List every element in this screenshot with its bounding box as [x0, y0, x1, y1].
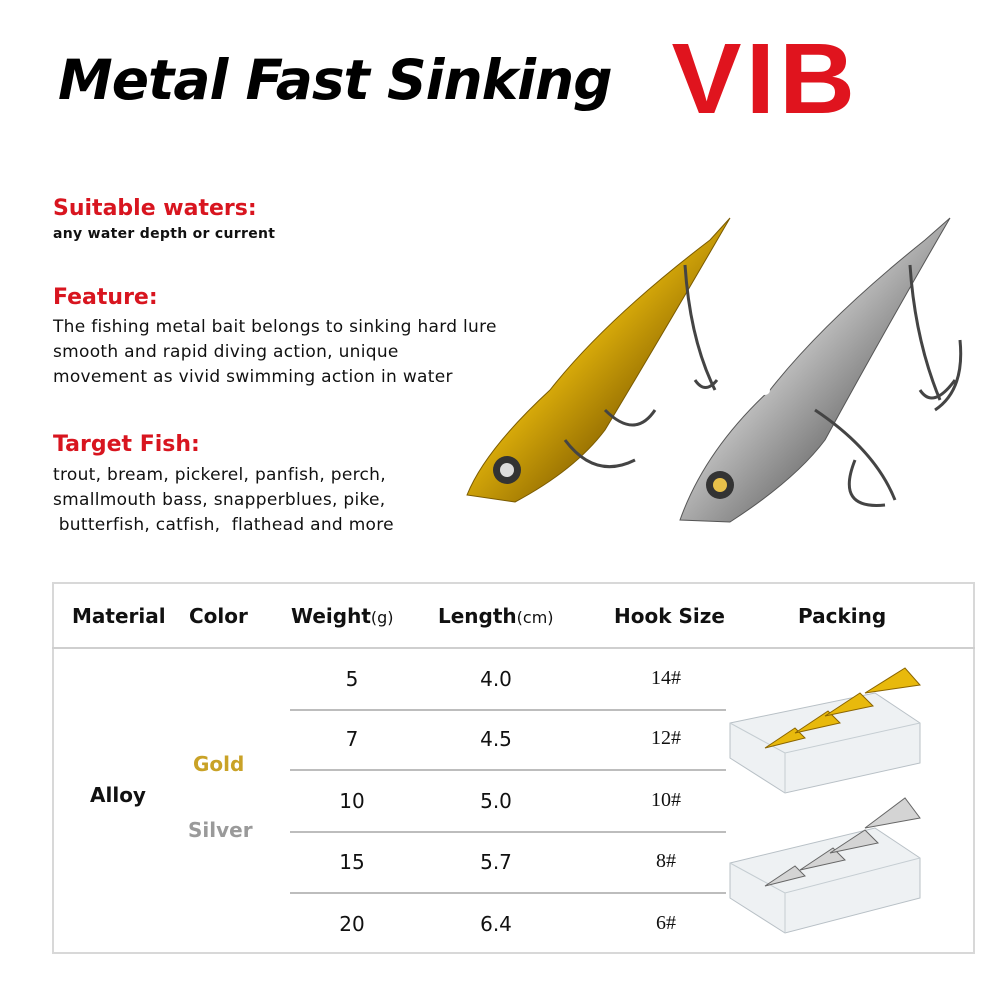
weight-cell: 5 [345, 667, 359, 691]
header-material: Material [72, 604, 166, 628]
feature-heading: Feature: [53, 285, 158, 310]
target-fish-line: smallmouth bass, snapperblues, pike, [53, 490, 386, 510]
header-length: Length(cm) [438, 604, 554, 628]
header-packing: Packing [798, 604, 887, 628]
color-silver: Silver [188, 818, 253, 842]
silver-vib-lure [679, 217, 963, 523]
target-fish-line: trout, bream, pickerel, panfish, perch, [53, 465, 386, 485]
spec-table [52, 582, 975, 954]
title: Metal Fast Sinking [58, 48, 613, 112]
length-cell: 4.5 [480, 727, 512, 751]
header-hook-size: Hook Size [614, 604, 725, 628]
length-cell: 5.0 [480, 789, 512, 813]
row-divider [290, 769, 726, 771]
feature-line: movement as vivid swimming action in wat… [53, 367, 453, 387]
hook-size-cell: 8# [656, 850, 676, 872]
length-cell: 4.0 [480, 667, 512, 691]
hook-size-cell: 6# [656, 912, 676, 934]
hook-size-cell: 14# [651, 667, 681, 689]
feature-line: smooth and rapid diving action, unique [53, 342, 399, 362]
row-divider [290, 892, 726, 894]
material-value: Alloy [90, 783, 146, 807]
target-fish-heading: Target Fish: [53, 432, 200, 457]
packing-images [729, 667, 921, 934]
feature-text: The fishing metal bait belongs to sinkin… [53, 315, 497, 390]
weight-label: Weight [291, 604, 371, 628]
length-unit: (cm) [516, 608, 554, 627]
row-divider [290, 709, 726, 711]
weight-cell: 15 [339, 850, 365, 874]
title-accent: VIB [671, 23, 860, 135]
color-gold: Gold [193, 752, 245, 776]
length-label: Length [438, 604, 517, 628]
length-cell: 6.4 [480, 912, 512, 936]
hook-size-cell: 12# [651, 727, 681, 749]
weight-cell: 20 [339, 912, 365, 936]
suitable-waters-heading: Suitable waters: [53, 196, 257, 221]
hook-size-cell: 10# [651, 789, 681, 811]
header-weight: Weight(g) [291, 604, 394, 628]
weight-unit: (g) [370, 608, 394, 627]
feature-line: The fishing metal bait belongs to sinkin… [53, 317, 497, 337]
suitable-waters-text: any water depth or current [53, 226, 276, 242]
target-fish-line: butterfish, catfish, flathead and more [53, 515, 394, 535]
header-divider [52, 647, 975, 649]
length-cell: 5.7 [480, 850, 512, 874]
lure-illustration [466, 217, 963, 523]
gold-lure-packing-box [729, 667, 921, 794]
target-fish-text: trout, bream, pickerel, panfish, perch, … [53, 463, 394, 538]
weight-cell: 7 [345, 727, 359, 751]
header-color: Color [189, 604, 248, 628]
silver-lure-packing-box [729, 797, 921, 934]
row-divider [290, 831, 726, 833]
gold-vib-lure [466, 217, 731, 503]
weight-cell: 10 [339, 789, 365, 813]
